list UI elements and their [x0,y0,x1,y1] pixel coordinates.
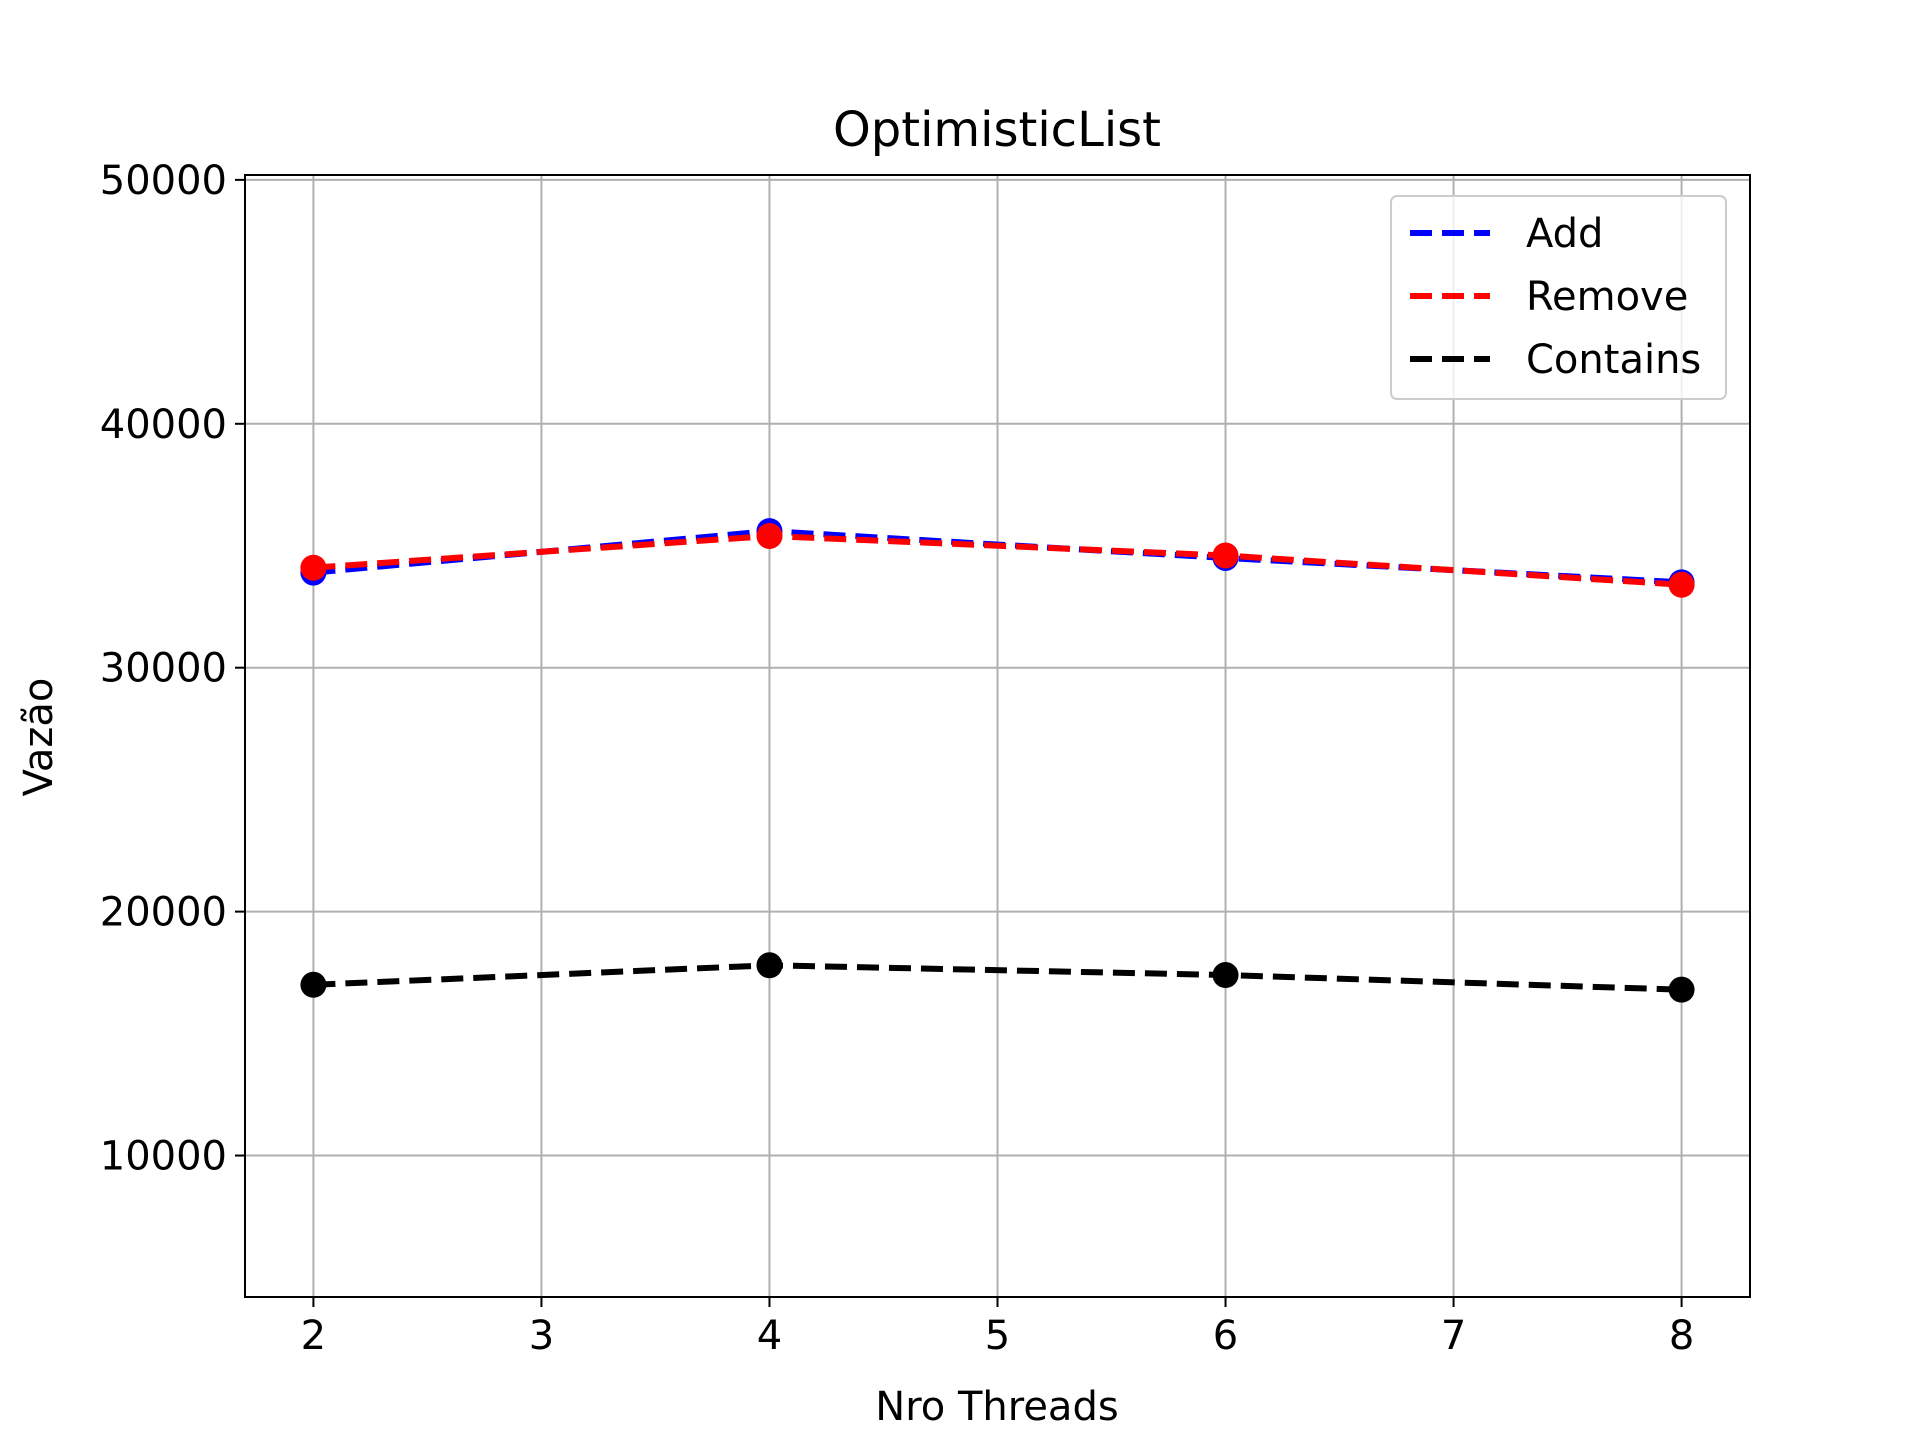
legend-label-contains: Contains [1526,337,1701,383]
x-tick-label: 5 [985,1313,1010,1359]
series-remove [300,522,1695,598]
data-point-contains [1212,962,1239,989]
legend-box [1390,195,1727,400]
x-tick-label: 2 [301,1313,326,1359]
data-point-contains [300,971,327,998]
x-axis-label: Nro Threads [875,1384,1118,1430]
legend-label-remove: Remove [1526,274,1688,320]
legend: Add Remove Contains [1390,195,1727,400]
y-tick-label: 20000 [100,890,227,936]
legend-label-add: Add [1526,211,1603,257]
x-tick-label: 3 [529,1313,554,1359]
series-contains [300,952,1695,1003]
legend-item-add: Add [1410,211,1603,257]
data-point-contains [756,952,783,979]
y-tick-label: 50000 [100,158,227,204]
y-tick-label: 40000 [100,402,227,448]
x-tick-label: 7 [1441,1313,1466,1359]
y-axis-label: Vazão [16,678,62,797]
series-line-contains [313,962,1682,993]
legend-item-remove: Remove [1410,274,1688,320]
series-layer [300,518,1695,1003]
data-point-remove [756,522,783,549]
data-point-remove [1668,571,1695,598]
data-point-remove [300,554,327,581]
series-line-remove [313,532,1682,588]
data-point-contains [1668,976,1695,1003]
grid [245,175,1750,1297]
y-tick-label: 30000 [100,646,227,692]
chart-title: OptimisticList [833,102,1161,158]
ticks: 2 3 4 5 6 7 8 10000 20000 30000 40000 50000 [100,158,1695,1359]
x-tick-label: 8 [1669,1313,1694,1359]
data-point-remove [1212,542,1239,569]
x-tick-label: 4 [757,1313,782,1359]
x-tick-label: 6 [1213,1313,1238,1359]
y-tick-label: 10000 [100,1134,227,1180]
legend-item-contains: Contains [1410,337,1701,383]
